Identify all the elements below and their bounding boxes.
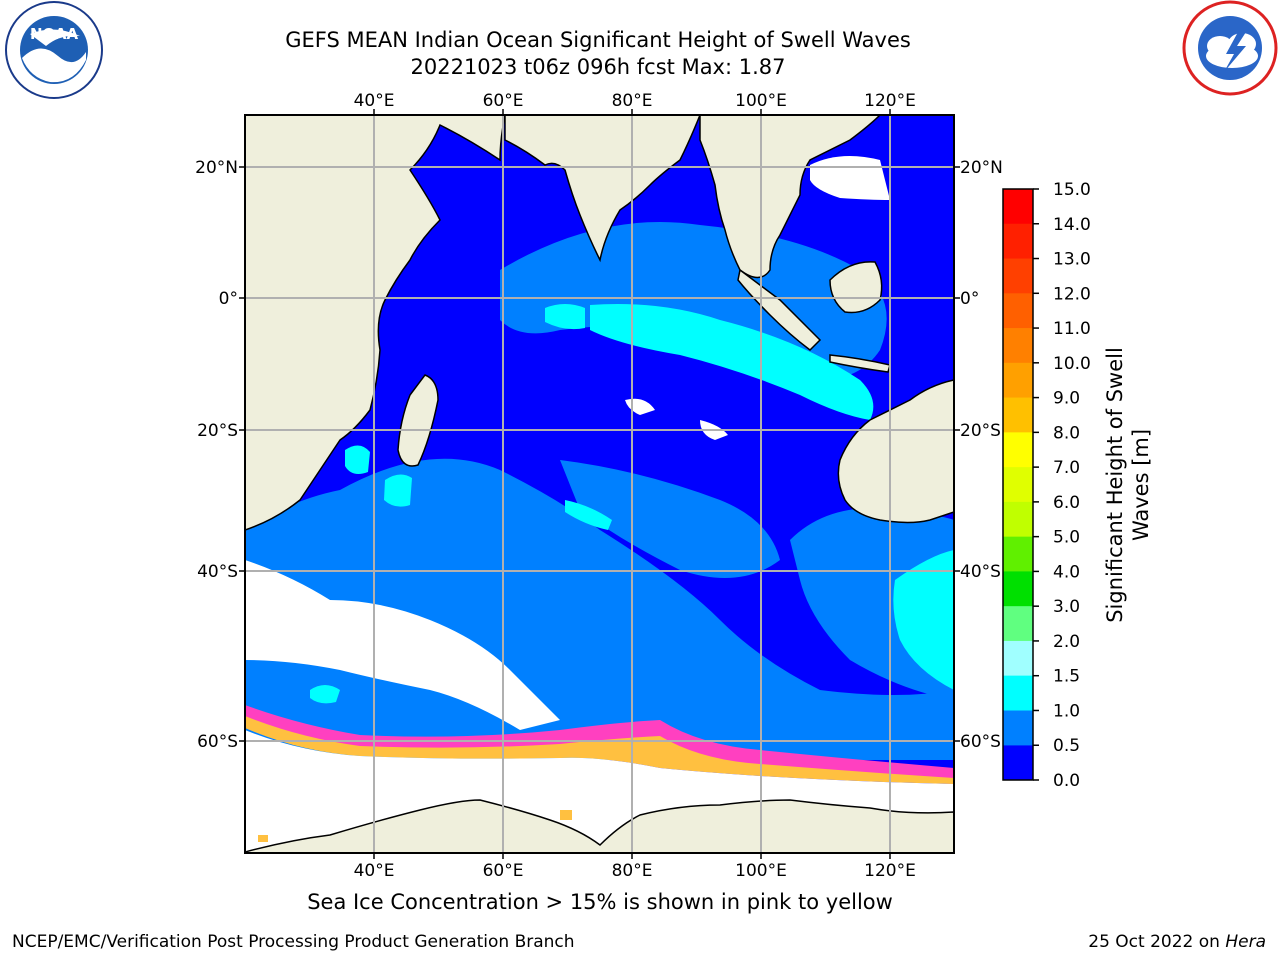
colorbar-segment bbox=[1003, 328, 1033, 364]
swell-band-west bbox=[545, 304, 585, 330]
lat-tick-right-20n: 20°N bbox=[960, 158, 1003, 178]
swell-spot-4 bbox=[310, 685, 340, 704]
colorbar-tick-label: 5.0 bbox=[1053, 528, 1080, 548]
land-madagascar bbox=[397, 374, 439, 467]
lon-tick-bottom-80e: 80°E bbox=[612, 861, 653, 881]
colorbar-tick-label: 13.0 bbox=[1053, 250, 1091, 270]
chart-subtitle: 20221023 t06z 096h fcst Max: 1.87 bbox=[410, 55, 786, 79]
colorbar bbox=[1003, 189, 1033, 781]
gridlines bbox=[245, 115, 954, 853]
colorbar-tick-label: 7.0 bbox=[1053, 458, 1080, 478]
colorbar-segment bbox=[1003, 675, 1033, 711]
map-area bbox=[245, 115, 954, 853]
lon-tick-top-120e: 120°E bbox=[864, 91, 916, 111]
colorbar-segment bbox=[1003, 467, 1033, 503]
colorbar-segment bbox=[1003, 362, 1033, 399]
nodata-region-sw bbox=[245, 560, 560, 730]
colorbar-tick-label: 4.0 bbox=[1053, 562, 1080, 582]
lat-tick-right-40s: 40°S bbox=[960, 562, 1001, 582]
colorbar-segment bbox=[1003, 223, 1033, 260]
colorbar-tick-label: 3.0 bbox=[1053, 597, 1080, 617]
colorbar-tick-label: 1.0 bbox=[1053, 701, 1080, 721]
lat-tick-right-60s: 60°S bbox=[960, 732, 1001, 752]
tick-marks bbox=[239, 109, 960, 859]
colorbar-segment bbox=[1003, 189, 1033, 225]
colorbar-tick-label: 9.0 bbox=[1053, 389, 1080, 409]
colorbar-label-line1: Significant Height of Swell bbox=[1103, 347, 1127, 623]
nws-logo bbox=[1182, 0, 1278, 96]
swell-region-4 bbox=[560, 460, 780, 578]
colorbar-frame bbox=[1002, 188, 1034, 781]
chart-title: GEFS MEAN Indian Ocean Significant Heigh… bbox=[285, 28, 911, 52]
lat-tick-left-40s: 40°S bbox=[197, 562, 238, 582]
swell-band-east bbox=[893, 550, 954, 690]
colorbar-tick-label: 15.0 bbox=[1053, 180, 1091, 200]
footer-producer: NCEP/EMC/Verification Post Processing Pr… bbox=[12, 932, 575, 952]
lon-tick-bottom-120e: 120°E bbox=[864, 861, 916, 881]
noaa-logo: NOAA bbox=[5, 1, 103, 99]
colorbar-tick-label: 1.5 bbox=[1053, 667, 1080, 687]
map-frame bbox=[244, 114, 955, 854]
colorbar-tick-label: 0.5 bbox=[1053, 736, 1080, 756]
colorbar-tick-label: 12.0 bbox=[1053, 284, 1091, 304]
swell-spot-1 bbox=[384, 474, 412, 507]
colorbar-segment bbox=[1003, 397, 1033, 433]
sea-ice-note: Sea Ice Concentration > 15% is shown in … bbox=[307, 890, 893, 914]
colorbar-segment bbox=[1003, 536, 1033, 572]
colorbar-tick-label: 11.0 bbox=[1053, 319, 1091, 339]
colorbar-segment bbox=[1003, 293, 1033, 329]
lon-tick-top-100e: 100°E bbox=[735, 91, 787, 111]
colorbar-tick-label: 8.0 bbox=[1053, 423, 1080, 443]
land-southeast-asia bbox=[699, 115, 882, 279]
sea-ice-edge-yellow bbox=[245, 716, 954, 784]
lon-tick-bottom-100e: 100°E bbox=[735, 861, 787, 881]
lon-tick-bottom-40e: 40°E bbox=[354, 861, 395, 881]
noaa-logo-text: NOAA bbox=[30, 25, 79, 43]
lon-tick-top-40e: 40°E bbox=[354, 91, 395, 111]
lon-tick-top-80e: 80°E bbox=[612, 91, 653, 111]
colorbar-segment bbox=[1003, 571, 1033, 607]
colorbar-segment bbox=[1003, 501, 1033, 538]
land-sumatra bbox=[737, 268, 822, 351]
colorbar-tick-label: 10.0 bbox=[1053, 354, 1091, 374]
colorbar-tick-label: 14.0 bbox=[1053, 215, 1091, 235]
footer-date-text: 25 Oct 2022 on bbox=[1088, 932, 1226, 952]
colorbar-tick-label: 2.0 bbox=[1053, 632, 1080, 652]
colorbar-tick-label: 0.0 bbox=[1053, 771, 1080, 791]
colorbar-segment bbox=[1003, 432, 1033, 468]
swell-spot-2 bbox=[565, 500, 612, 530]
lat-tick-left-20n: 20°N bbox=[195, 158, 238, 178]
lat-tick-right-20s: 20°S bbox=[960, 421, 1001, 441]
swell-spot-3 bbox=[345, 445, 370, 474]
lat-tick-left-60s: 60°S bbox=[197, 732, 238, 752]
colorbar-segment bbox=[1003, 745, 1033, 780]
land-java bbox=[829, 354, 891, 373]
footer-host: Hera bbox=[1225, 932, 1266, 952]
ice-spot-2 bbox=[560, 810, 572, 820]
land-australia bbox=[837, 379, 954, 524]
swell-band-equatorial bbox=[590, 304, 874, 420]
colorbar-segment bbox=[1003, 640, 1033, 677]
colorbar-segment bbox=[1003, 258, 1033, 294]
lon-tick-top-60e: 60°E bbox=[483, 91, 524, 111]
lon-tick-bottom-60e: 60°E bbox=[483, 861, 524, 881]
colorbar-segment bbox=[1003, 710, 1033, 746]
colorbar-segment bbox=[1003, 606, 1033, 642]
footer-date: 25 Oct 2022 on Hera bbox=[1088, 932, 1266, 952]
ice-spot-1 bbox=[258, 835, 268, 842]
colorbar-label-line2: Waves [m] bbox=[1129, 429, 1153, 541]
land-borneo bbox=[829, 261, 883, 314]
swell-region-1 bbox=[500, 222, 887, 380]
lat-tick-right-0: 0° bbox=[960, 289, 979, 309]
colorbar-tick-label: 6.0 bbox=[1053, 493, 1080, 513]
lat-tick-left-0: 0° bbox=[219, 289, 238, 309]
lat-tick-left-20s: 20°S bbox=[197, 421, 238, 441]
land-antarctica bbox=[245, 799, 954, 853]
